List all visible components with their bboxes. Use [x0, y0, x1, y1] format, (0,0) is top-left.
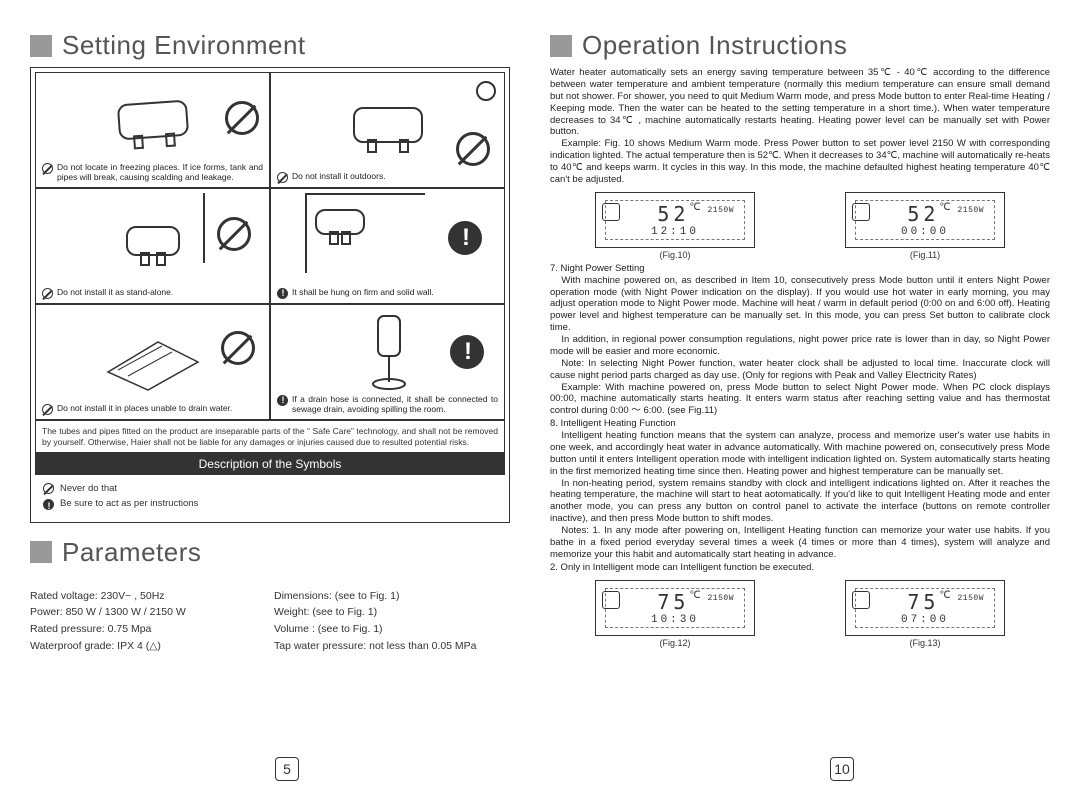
param-dimensions: Dimensions: (see to Fig. 1) — [274, 588, 510, 605]
param-volume: Volume : (see to Fig. 1) — [274, 621, 510, 638]
operation-header: Operation Instructions — [550, 30, 1050, 61]
fig-row-1: 2150W 52℃ 12:10 (Fig.10) 2150W 52℃ 00:00… — [550, 192, 1050, 260]
prohibit-icon — [42, 288, 53, 299]
example1-paragraph: Example: Fig. 10 shows Medium Warm mode.… — [550, 138, 1050, 186]
fig10-label: (Fig.10) — [595, 250, 755, 260]
lcd-watt: 2150W — [707, 594, 734, 603]
fig12-label: (Fig.12) — [595, 638, 755, 648]
env-caption-text: Do not install it as stand-alone. — [57, 288, 173, 298]
right-page: Operation Instructions Water heater auto… — [550, 30, 1050, 773]
sec7-note: Note: In selecting Night Power function,… — [550, 358, 1050, 382]
fig11-label: (Fig.11) — [845, 250, 1005, 260]
fig13-label: (Fig.13) — [845, 638, 1005, 648]
operation-body: Water heater automatically sets an energ… — [550, 67, 1050, 186]
sec8-body: Intelligent heating function means that … — [550, 430, 1050, 478]
prohibit-icon — [43, 483, 54, 494]
lcd-temp: 75 — [657, 590, 689, 614]
sec8-body2: In non-heating period, system remains st… — [550, 478, 1050, 526]
lcd-watt: 2150W — [957, 594, 984, 603]
prohibit-icon — [42, 163, 53, 174]
param-power: Power: 850 W / 1300 W / 2150 W — [30, 604, 266, 621]
sec7-example: Example: With machine powered on, press … — [550, 382, 1050, 418]
intro-paragraph: Water heater automatically sets an energ… — [550, 67, 1050, 138]
env-cell: Do not install it as stand-alone. — [35, 188, 270, 304]
sec7-body: With machine powered on, as described in… — [550, 275, 1050, 334]
warning-icon — [43, 499, 54, 510]
parameters-list: Rated voltage: 230V~ , 50Hz Dimensions: … — [30, 588, 510, 655]
page-number-right: 10 — [830, 757, 854, 781]
description-bar: Description of the Symbols — [35, 453, 505, 475]
square-icon — [30, 35, 52, 57]
fig-row-2: 2150W 75℃ 10:30 (Fig.12) 2150W 75℃ 07:00… — [550, 580, 1050, 648]
env-caption-text: Do not install it in places unable to dr… — [57, 404, 232, 414]
env-cell: Do not locate in freezing places. If ice… — [35, 72, 270, 188]
parameters-header: Parameters — [30, 537, 510, 568]
warning-icon — [277, 395, 288, 406]
lcd-time: 10:30 — [651, 614, 699, 626]
sec8-note2: 2. Only in Intelligent mode can Intellig… — [550, 562, 1050, 574]
sun-icon — [476, 81, 496, 101]
description-symbols: Never do that Be sure to act as per inst… — [35, 475, 505, 517]
lcd-temp: 75 — [907, 590, 939, 614]
sec7-title: 7. Night Power Setting — [550, 263, 1050, 275]
lcd-time: 07:00 — [901, 614, 949, 626]
square-icon — [30, 541, 52, 563]
square-icon — [550, 35, 572, 57]
env-grid: Do not locate in freezing places. If ice… — [35, 72, 505, 420]
env-cell: Do not install it outdoors. — [270, 72, 505, 188]
lcd-temp: 52 — [907, 202, 939, 226]
operation-title: Operation Instructions — [582, 30, 847, 61]
fig10: 2150W 52℃ 12:10 (Fig.10) — [595, 192, 755, 260]
left-page: Setting Environment Do not locate in fre… — [30, 30, 510, 773]
lcd-unit: ℃ — [939, 590, 954, 601]
sec8-title: 8. Intelligent Heating Function — [550, 418, 1050, 430]
env-cell: It shall be hung on firm and solid wall. — [270, 188, 505, 304]
desc-sure: Be sure to act as per instructions — [60, 496, 198, 511]
lcd-temp: 52 — [657, 202, 689, 226]
param-weight: Weight: (see to Fig. 1) — [274, 604, 510, 621]
param-voltage: Rated voltage: 230V~ , 50Hz — [30, 588, 266, 605]
drain-drawing — [358, 312, 418, 392]
page-number-left: 5 — [275, 757, 299, 781]
param-tap: Tap water pressure: not less than 0.05 M… — [274, 638, 510, 655]
env-caption-text: It shall be hung on firm and solid wall. — [292, 288, 434, 298]
lcd-watt: 2150W — [957, 206, 984, 215]
env-caption-text: If a drain hose is connected, it shall b… — [292, 395, 498, 415]
floor-drawing — [98, 322, 208, 392]
sec7: 7. Night Power Setting With machine powe… — [550, 262, 1050, 574]
lcd-unit: ℃ — [689, 590, 704, 601]
param-waterproof: Waterproof grade: IPX 4 (△) — [30, 638, 266, 655]
env-cell: Do not install it in places unable to dr… — [35, 304, 270, 420]
sec7-add: In addition, in regional power consumpti… — [550, 334, 1050, 358]
lcd-time: 00:00 — [901, 226, 949, 238]
param-pressure: Rated pressure: 0.75 Mpa — [30, 621, 266, 638]
env-cell: If a drain hose is connected, it shall b… — [270, 304, 505, 420]
safecare-note: The tubes and pipes fitted on the produc… — [35, 420, 505, 453]
env-caption-text: Do not locate in freezing places. If ice… — [57, 163, 263, 183]
env-box: Do not locate in freezing places. If ice… — [30, 67, 510, 523]
lcd-time: 12:10 — [651, 226, 699, 238]
sec8-notes: Notes: 1. In any mode after powering on,… — [550, 525, 1050, 561]
prohibit-icon — [42, 404, 53, 415]
lcd-unit: ℃ — [689, 202, 704, 213]
parameters-title: Parameters — [62, 537, 201, 568]
fig12: 2150W 75℃ 10:30 (Fig.12) — [595, 580, 755, 648]
env-caption-text: Do not install it outdoors. — [292, 172, 386, 182]
prohibit-icon — [277, 172, 288, 183]
warning-icon — [277, 288, 288, 299]
setting-env-header: Setting Environment — [30, 30, 510, 61]
desc-never: Never do that — [60, 481, 117, 496]
fig13: 2150W 75℃ 07:00 (Fig.13) — [845, 580, 1005, 648]
lcd-watt: 2150W — [707, 206, 734, 215]
lcd-unit: ℃ — [939, 202, 954, 213]
fig11: 2150W 52℃ 00:00 (Fig.11) — [845, 192, 1005, 260]
setting-env-title: Setting Environment — [62, 30, 306, 61]
